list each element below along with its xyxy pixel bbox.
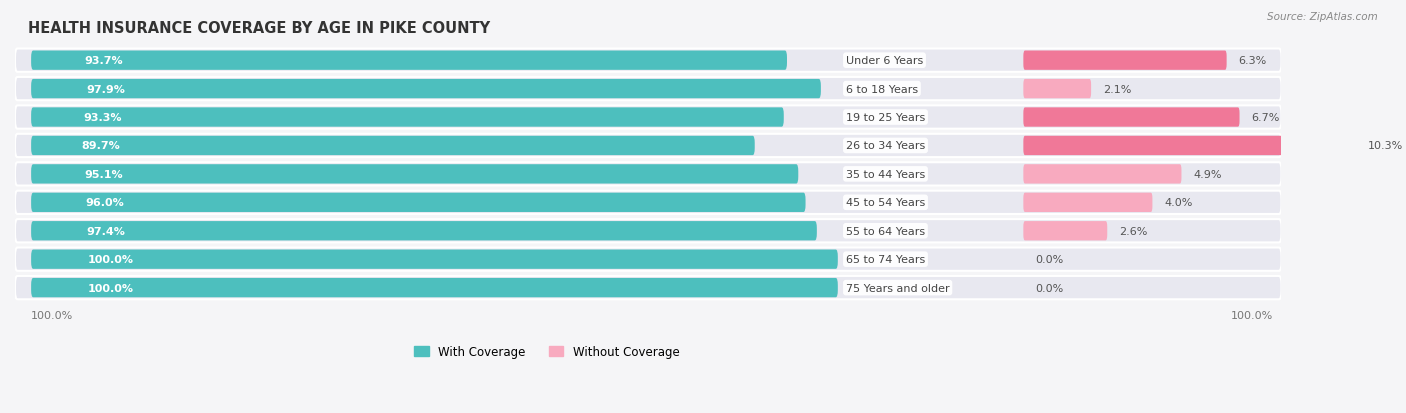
FancyBboxPatch shape — [31, 51, 787, 71]
Text: 6 to 18 Years: 6 to 18 Years — [846, 84, 918, 94]
FancyBboxPatch shape — [31, 221, 817, 241]
FancyBboxPatch shape — [31, 108, 783, 127]
Text: 75 Years and older: 75 Years and older — [846, 283, 949, 293]
FancyBboxPatch shape — [1024, 108, 1240, 127]
FancyBboxPatch shape — [1024, 51, 1226, 71]
FancyBboxPatch shape — [31, 165, 799, 184]
FancyBboxPatch shape — [1024, 193, 1153, 212]
FancyBboxPatch shape — [15, 78, 1281, 101]
Text: 55 to 64 Years: 55 to 64 Years — [846, 226, 925, 236]
FancyBboxPatch shape — [1024, 221, 1108, 241]
Text: 4.9%: 4.9% — [1194, 169, 1222, 180]
Text: Under 6 Years: Under 6 Years — [846, 56, 924, 66]
FancyBboxPatch shape — [31, 80, 821, 99]
FancyBboxPatch shape — [1024, 136, 1355, 156]
Text: 0.0%: 0.0% — [1035, 254, 1064, 265]
FancyBboxPatch shape — [31, 278, 838, 297]
FancyBboxPatch shape — [15, 248, 1281, 271]
FancyBboxPatch shape — [15, 106, 1281, 129]
Text: 100.0%: 100.0% — [87, 283, 134, 293]
Text: 89.7%: 89.7% — [82, 141, 121, 151]
Text: Source: ZipAtlas.com: Source: ZipAtlas.com — [1267, 12, 1378, 22]
FancyBboxPatch shape — [15, 191, 1281, 214]
Text: 96.0%: 96.0% — [86, 198, 124, 208]
FancyBboxPatch shape — [15, 135, 1281, 158]
Text: HEALTH INSURANCE COVERAGE BY AGE IN PIKE COUNTY: HEALTH INSURANCE COVERAGE BY AGE IN PIKE… — [28, 21, 491, 36]
Text: 35 to 44 Years: 35 to 44 Years — [846, 169, 925, 180]
Text: 0.0%: 0.0% — [1035, 283, 1064, 293]
Text: 100.0%: 100.0% — [31, 310, 73, 320]
Text: 6.7%: 6.7% — [1251, 113, 1279, 123]
FancyBboxPatch shape — [15, 163, 1281, 186]
Text: 93.3%: 93.3% — [84, 113, 122, 123]
FancyBboxPatch shape — [1024, 165, 1181, 184]
Text: 95.1%: 95.1% — [84, 169, 124, 180]
Text: 2.6%: 2.6% — [1119, 226, 1147, 236]
Text: 10.3%: 10.3% — [1368, 141, 1403, 151]
Text: 19 to 25 Years: 19 to 25 Years — [846, 113, 925, 123]
Text: 97.4%: 97.4% — [86, 226, 125, 236]
Text: 4.0%: 4.0% — [1164, 198, 1192, 208]
FancyBboxPatch shape — [31, 250, 838, 269]
Text: 100.0%: 100.0% — [1232, 310, 1274, 320]
Text: 2.1%: 2.1% — [1104, 84, 1132, 94]
Text: 26 to 34 Years: 26 to 34 Years — [846, 141, 925, 151]
Legend: With Coverage, Without Coverage: With Coverage, Without Coverage — [409, 340, 685, 363]
Text: 45 to 54 Years: 45 to 54 Years — [846, 198, 925, 208]
FancyBboxPatch shape — [31, 193, 806, 212]
Text: 93.7%: 93.7% — [84, 56, 122, 66]
Text: 97.9%: 97.9% — [86, 84, 125, 94]
Text: 6.3%: 6.3% — [1239, 56, 1267, 66]
FancyBboxPatch shape — [15, 50, 1281, 73]
FancyBboxPatch shape — [31, 136, 755, 156]
Text: 65 to 74 Years: 65 to 74 Years — [846, 254, 925, 265]
FancyBboxPatch shape — [15, 220, 1281, 243]
FancyBboxPatch shape — [1024, 80, 1091, 99]
FancyBboxPatch shape — [15, 276, 1281, 299]
Text: 100.0%: 100.0% — [87, 254, 134, 265]
